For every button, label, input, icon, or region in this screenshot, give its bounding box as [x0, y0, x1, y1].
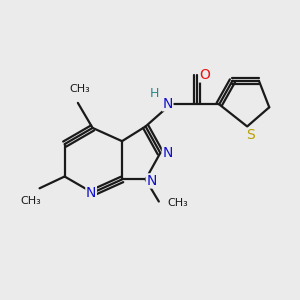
Text: CH₃: CH₃ [20, 196, 41, 206]
Text: N: N [146, 174, 157, 188]
Text: N: N [86, 186, 96, 200]
Text: H: H [150, 87, 159, 100]
Text: N: N [163, 97, 173, 111]
Text: CH₃: CH₃ [167, 198, 188, 208]
Text: S: S [246, 128, 254, 142]
Text: CH₃: CH₃ [69, 84, 90, 94]
Text: O: O [199, 68, 210, 82]
Text: N: N [163, 146, 173, 160]
